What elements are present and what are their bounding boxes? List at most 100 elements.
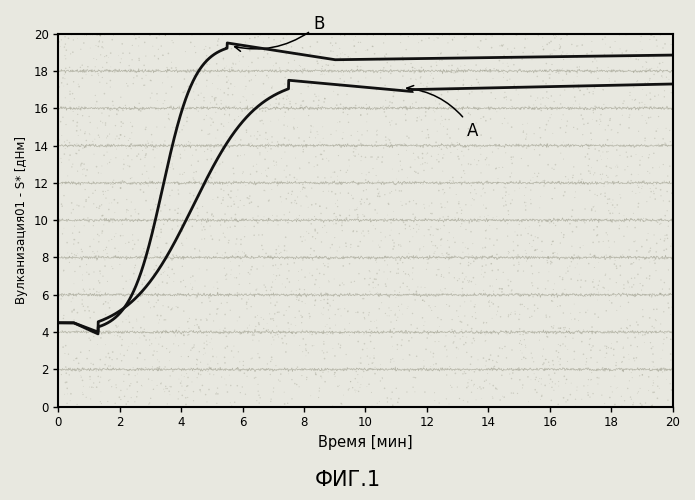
- Point: [309, 342, 320, 349]
- Point: [310, 369, 321, 377]
- Point: [305, 250, 316, 258]
- Point: [200, 42, 211, 50]
- Point: [616, 358, 628, 366]
- Point: [359, 212, 370, 220]
- Point: [532, 292, 543, 300]
- Point: [519, 336, 530, 344]
- Point: [237, 257, 248, 265]
- Point: [446, 139, 457, 147]
- Point: [558, 234, 569, 241]
- Point: [338, 280, 350, 288]
- Point: [521, 198, 532, 206]
- Point: [615, 271, 626, 279]
- Point: [317, 328, 328, 336]
- Point: [348, 36, 359, 44]
- Point: [448, 234, 459, 242]
- Point: [499, 104, 510, 112]
- Point: [443, 244, 455, 252]
- Point: [393, 150, 404, 158]
- Point: [289, 199, 300, 207]
- Point: [600, 126, 611, 134]
- Point: [535, 134, 546, 141]
- Point: [181, 114, 193, 122]
- Point: [587, 88, 598, 96]
- Point: [585, 129, 596, 137]
- Point: [543, 70, 555, 78]
- Point: [375, 236, 386, 244]
- Point: [230, 60, 241, 68]
- Point: [480, 331, 491, 339]
- Point: [74, 368, 85, 376]
- Point: [546, 38, 557, 46]
- Point: [162, 400, 173, 408]
- Point: [424, 202, 435, 210]
- Point: [564, 328, 575, 336]
- Point: [659, 87, 670, 95]
- Point: [60, 52, 71, 60]
- Point: [124, 162, 135, 170]
- Point: [113, 248, 124, 256]
- Point: [651, 266, 662, 274]
- Point: [99, 360, 111, 368]
- Point: [436, 146, 447, 154]
- Point: [446, 326, 457, 334]
- Point: [425, 254, 436, 262]
- Point: [655, 215, 667, 223]
- Point: [366, 318, 377, 326]
- Point: [384, 232, 395, 239]
- Point: [495, 396, 506, 404]
- Point: [241, 128, 252, 136]
- Point: [95, 356, 106, 364]
- Point: [555, 124, 566, 132]
- Point: [215, 160, 226, 168]
- Point: [466, 376, 477, 384]
- Point: [75, 348, 86, 356]
- Point: [646, 217, 657, 225]
- Point: [623, 54, 634, 62]
- Point: [518, 330, 529, 338]
- Point: [547, 130, 558, 138]
- Point: [441, 332, 452, 340]
- Point: [567, 334, 578, 342]
- Point: [534, 204, 546, 212]
- Point: [356, 196, 367, 203]
- Point: [429, 250, 440, 258]
- Point: [616, 111, 628, 119]
- Point: [151, 184, 162, 192]
- Point: [374, 188, 385, 196]
- Point: [616, 49, 628, 57]
- Point: [633, 128, 644, 136]
- Point: [469, 124, 480, 132]
- Point: [643, 386, 654, 394]
- Point: [431, 225, 442, 233]
- Point: [256, 314, 267, 322]
- Point: [598, 366, 609, 374]
- Point: [190, 277, 201, 285]
- Point: [122, 346, 133, 354]
- Point: [552, 250, 563, 258]
- Point: [416, 79, 427, 87]
- Point: [427, 232, 439, 239]
- Point: [307, 123, 318, 131]
- Point: [614, 221, 626, 229]
- Point: [404, 351, 416, 359]
- Point: [589, 169, 600, 177]
- Point: [137, 250, 148, 258]
- Point: [65, 98, 76, 106]
- Point: [558, 155, 569, 163]
- Point: [430, 138, 441, 146]
- Point: [239, 151, 250, 159]
- Point: [121, 208, 132, 216]
- Point: [310, 296, 321, 304]
- Point: [190, 316, 202, 324]
- Point: [410, 75, 421, 83]
- Point: [632, 77, 643, 85]
- Point: [188, 388, 199, 396]
- Point: [655, 276, 667, 284]
- Point: [594, 120, 605, 128]
- Point: [582, 306, 594, 314]
- Point: [322, 300, 334, 308]
- Point: [350, 32, 361, 40]
- Point: [182, 318, 193, 326]
- Point: [269, 162, 280, 170]
